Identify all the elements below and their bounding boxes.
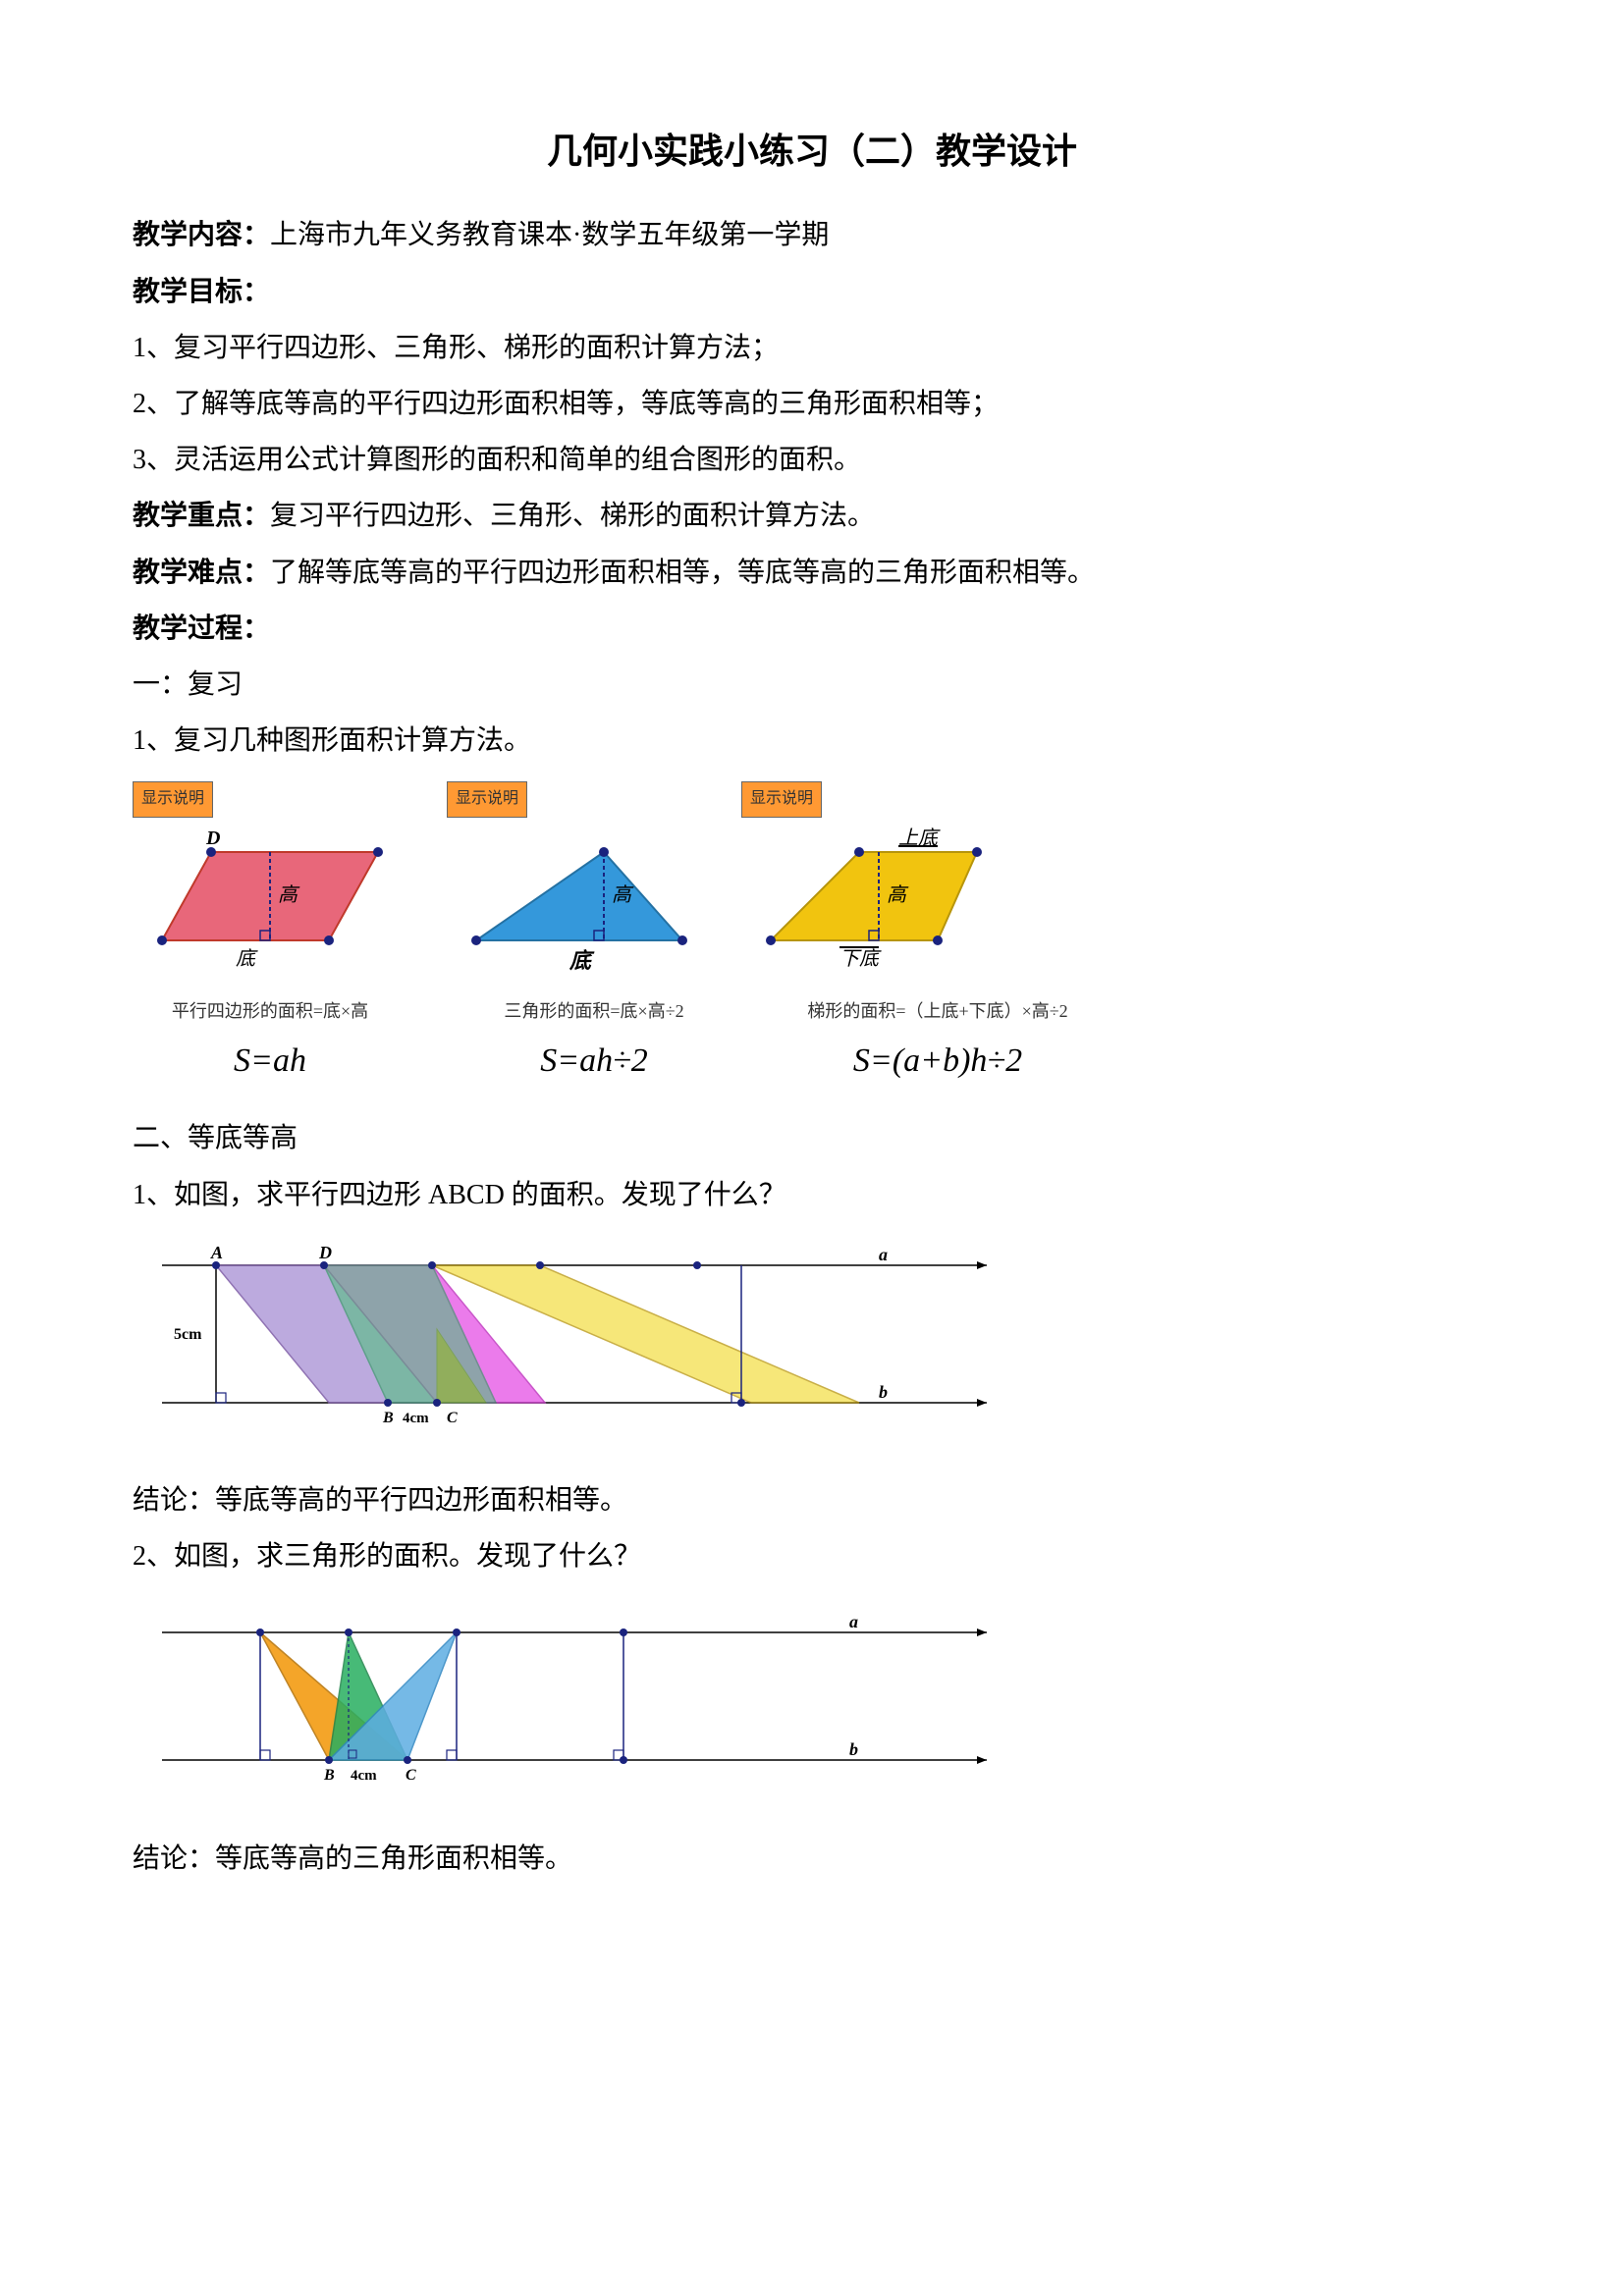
- formula-math-3: S=(a+b)h÷2: [853, 1030, 1022, 1094]
- badge-trapezoid: 显示说明: [741, 781, 822, 817]
- formula-parallelogram: 平行四边形的面积=底×高 S=ah: [133, 994, 407, 1094]
- formula-math-2: S=ah÷2: [540, 1030, 648, 1094]
- shapes-figures-row: 显示说明 D 高 底 显示说明 高 底 显示说明: [133, 781, 1491, 979]
- label-di: 底: [568, 948, 595, 973]
- formula-desc-1: 平行四边形的面积=底×高: [172, 994, 368, 1028]
- section2-item1: 1、如图，求平行四边形 ABCD 的面积。发现了什么？: [133, 1169, 1491, 1221]
- label-gao: 高: [887, 884, 909, 906]
- svg-text:a: a: [849, 1612, 858, 1631]
- svg-text:D: D: [318, 1243, 332, 1262]
- goal-2: 2、了解等底等高的平行四边形面积相等，等底等高的三角形面积相等；: [133, 378, 1491, 430]
- conclusion-2: 结论：等底等高的三角形面积相等。: [133, 1833, 1491, 1885]
- conclusion-1: 结论：等底等高的平行四边形面积相等。: [133, 1474, 1491, 1526]
- goal-1: 1、复习平行四边形、三角形、梯形的面积计算方法；: [133, 322, 1491, 374]
- triangle-svg: 高 底: [447, 823, 702, 980]
- focus-label: 教学重点：: [133, 501, 270, 531]
- focus-line: 教学重点：复习平行四边形、三角形、梯形的面积计算方法。: [133, 490, 1491, 542]
- svg-text:b: b: [879, 1382, 888, 1402]
- triangle-figure: a b B C 4cm: [133, 1608, 1491, 1822]
- formula-trapezoid: 梯形的面积=（上底+下底）×高÷2 S=(a+b)h÷2: [781, 994, 1095, 1094]
- svg-text:4cm: 4cm: [351, 1768, 377, 1784]
- focus-text: 复习平行四边形、三角形、梯形的面积计算方法。: [270, 501, 875, 531]
- section1-title: 一：复习: [133, 659, 1491, 711]
- content-text: 上海市九年义务教育课本·数学五年级第一学期: [270, 220, 829, 250]
- badge-parallelogram: 显示说明: [133, 781, 213, 817]
- section1-item1: 1、复习几种图形面积计算方法。: [133, 715, 1491, 767]
- goal-3: 3、灵活运用公式计算图形的面积和简单的组合图形的面积。: [133, 434, 1491, 486]
- label-gao: 高: [612, 884, 634, 906]
- trapezoid-block: 显示说明 上底 高 下底: [741, 781, 1016, 979]
- formula-math-1: S=ah: [234, 1030, 306, 1094]
- svg-text:A: A: [210, 1243, 223, 1262]
- label-D: D: [205, 828, 220, 849]
- svg-text:5cm: 5cm: [174, 1326, 202, 1343]
- difficulty-label: 教学难点：: [133, 558, 270, 588]
- label-gao: 高: [278, 884, 300, 906]
- svg-text:4cm: 4cm: [403, 1411, 429, 1426]
- page-title: 几何小实践小练习（二）教学设计: [133, 118, 1491, 185]
- formula-desc-3: 梯形的面积=（上底+下底）×高÷2: [807, 994, 1067, 1028]
- svg-text:C: C: [447, 1410, 458, 1426]
- difficulty-line: 教学难点：了解等底等高的平行四边形面积相等，等底等高的三角形面积相等。: [133, 547, 1491, 599]
- svg-text:B: B: [382, 1410, 394, 1426]
- parallelogram-svg: D 高 底: [133, 823, 407, 980]
- parallelogram-block: 显示说明 D 高 底: [133, 781, 407, 979]
- triangle-block: 显示说明 高 底: [447, 781, 702, 979]
- svg-text:b: b: [849, 1739, 858, 1759]
- label-xia: 下底: [839, 948, 882, 970]
- formula-desc-2: 三角形的面积=底×高÷2: [504, 994, 683, 1028]
- label-di: 底: [236, 948, 258, 970]
- content-label: 教学内容：: [133, 220, 270, 250]
- formula-row: 平行四边形的面积=底×高 S=ah 三角形的面积=底×高÷2 S=ah÷2 梯形…: [133, 994, 1491, 1094]
- svg-text:B: B: [323, 1767, 335, 1784]
- badge-triangle: 显示说明: [447, 781, 527, 817]
- label-shang: 上底: [898, 828, 941, 849]
- process-label: 教学过程：: [133, 603, 1491, 655]
- goals-label: 教学目标：: [133, 266, 1491, 318]
- difficulty-text: 了解等底等高的平行四边形面积相等，等底等高的三角形面积相等。: [270, 558, 1095, 588]
- trapezoid-svg: 上底 高 下底: [741, 823, 1016, 980]
- section2-item2: 2、如图，求三角形的面积。发现了什么？: [133, 1530, 1491, 1582]
- svg-text:C: C: [406, 1767, 416, 1784]
- formula-triangle: 三角形的面积=底×高÷2 S=ah÷2: [466, 994, 722, 1094]
- svg-text:a: a: [879, 1245, 888, 1264]
- parallelogram-figure: a b A D 5cm B C 4cm: [133, 1231, 1491, 1465]
- section2-title: 二、等底等高: [133, 1112, 1491, 1164]
- content-line: 教学内容：上海市九年义务教育课本·数学五年级第一学期: [133, 209, 1491, 261]
